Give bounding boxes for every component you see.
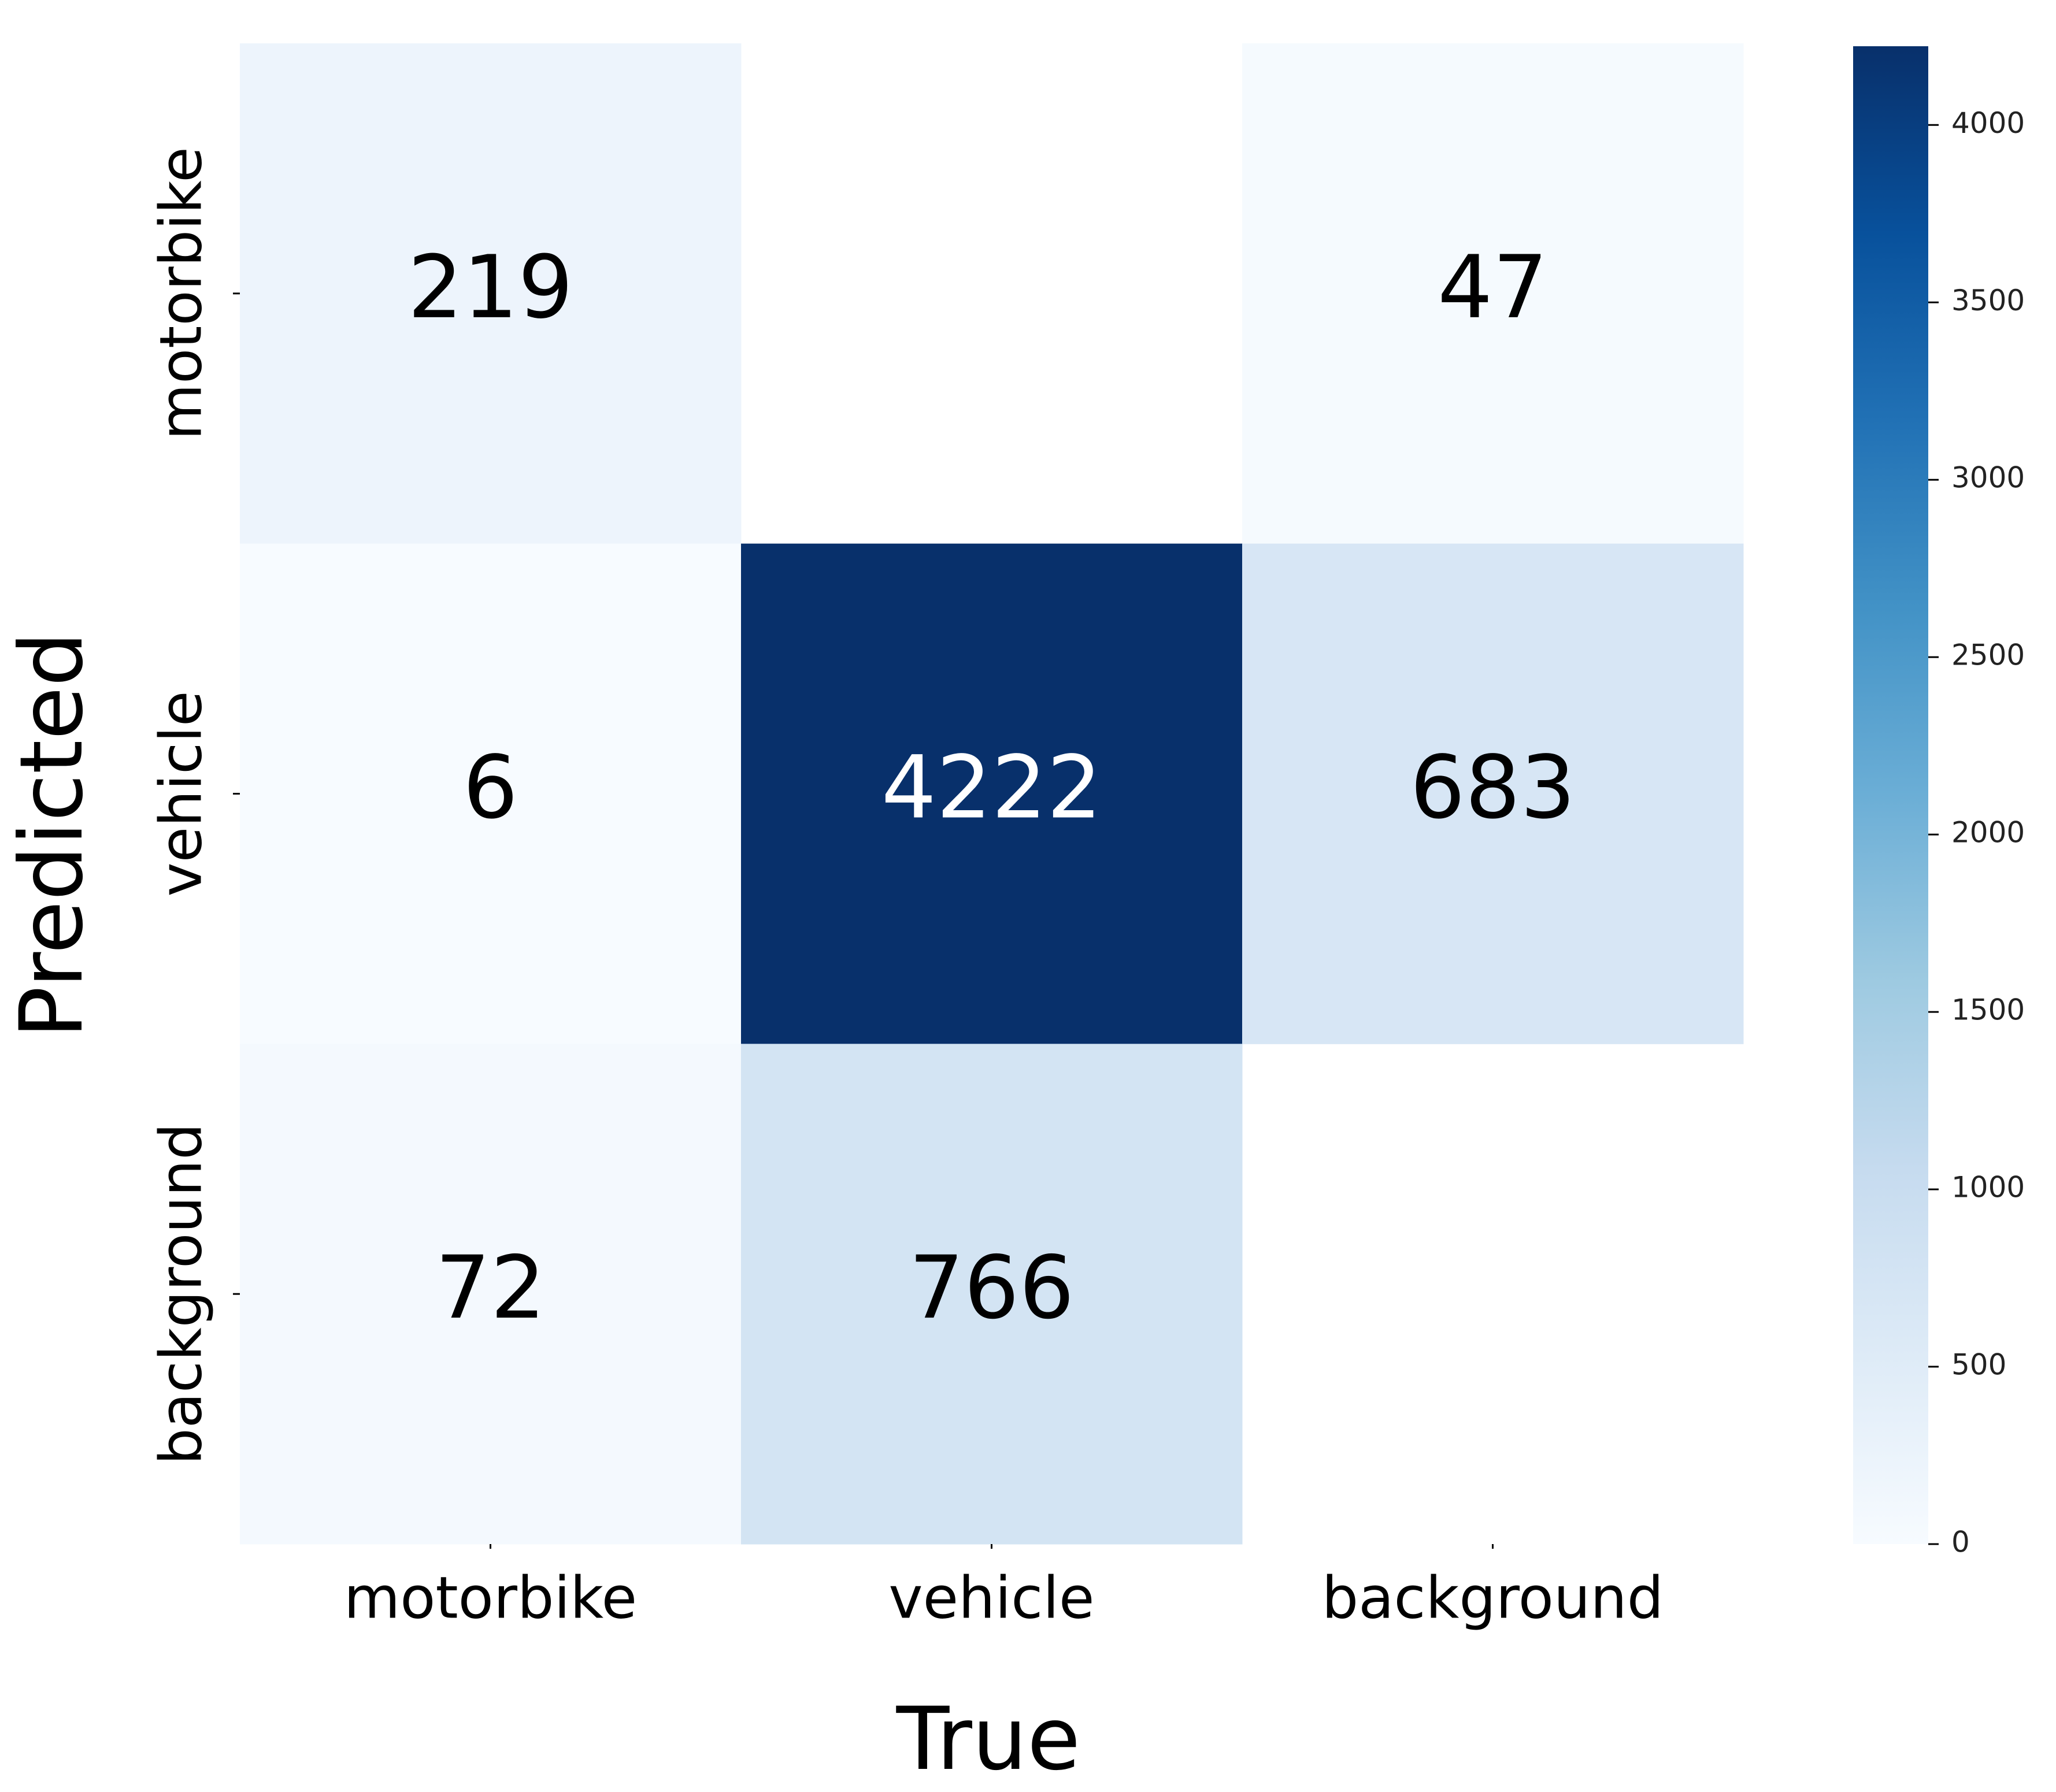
cell-value-label: 4222 [881,738,1102,839]
colorbar-tick-label: 3000 [1951,461,2025,495]
colorbar-tick-label: 0 [1951,1526,1970,1559]
colorbar [1853,46,1928,1544]
cell-value-label: 6 [463,738,518,839]
x-tick-label: vehicle [888,1564,1094,1631]
cell-value-label: 72 [435,1238,546,1338]
heatmap-cell [240,1044,742,1545]
cell-value-label: 219 [408,238,573,338]
colorbar-tick-label: 500 [1951,1348,2006,1382]
x-tick-label: background [1322,1564,1664,1631]
colorbar-tick-label: 2500 [1951,639,2025,672]
heatmap-cell [741,543,1243,1044]
y-tick-label: vehicle [147,691,214,896]
cell-value-label: 47 [1438,238,1548,338]
cell-value-label: 683 [1410,738,1575,839]
heatmap-cell [240,43,742,544]
heatmap-cell [1242,43,1744,544]
y-tick-label: motorbike [147,147,214,440]
colorbar-tick-label: 2000 [1951,816,2025,849]
colorbar-tick-label: 3500 [1951,284,2025,317]
colorbar-tick-label: 1500 [1951,993,2025,1027]
y-axis-title: Predicted [2,632,102,1038]
colorbar-tick-label: 1000 [1951,1171,2025,1204]
cell-value-label: 766 [909,1238,1074,1338]
x-tick-label: motorbike [344,1564,637,1631]
heatmap-cell [1242,543,1744,1044]
x-axis-title: True [896,1689,1081,1790]
heatmap-cell [240,543,742,1044]
y-tick-label: background [147,1123,214,1464]
heatmap-cell [741,1044,1243,1545]
colorbar-tick-label: 4000 [1951,106,2025,140]
